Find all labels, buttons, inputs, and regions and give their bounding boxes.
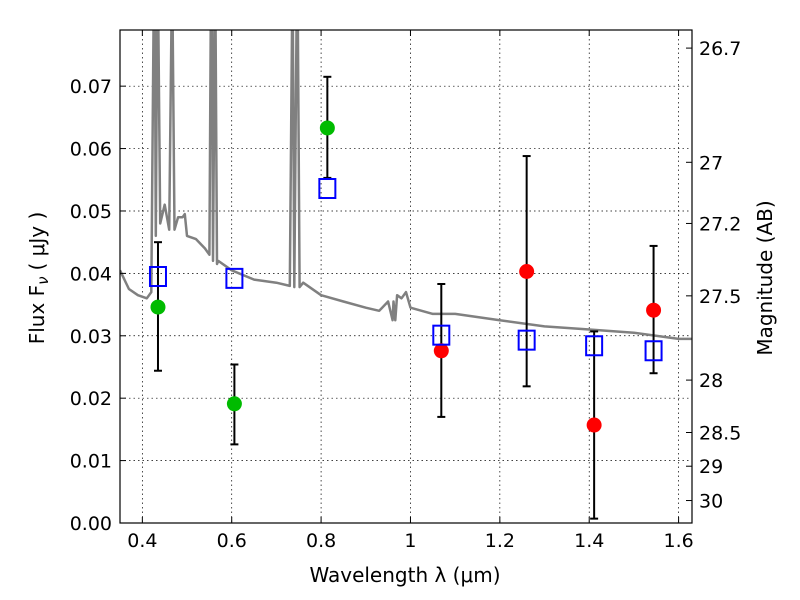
right-tick-label: 28 (699, 370, 723, 392)
circle-marker (586, 417, 602, 433)
y-tick-label: 0.05 (70, 201, 112, 223)
circle-marker (433, 343, 449, 359)
x-tick-label: 0.6 (217, 530, 247, 552)
square-marker (432, 324, 451, 346)
circle-marker (519, 264, 535, 280)
x-tick-label: 0.8 (306, 530, 336, 552)
y-tick-label: 0.07 (70, 76, 112, 98)
plot-area (120, 30, 692, 520)
y-tick-label: 0.04 (70, 263, 112, 285)
right-tick-label: 30 (699, 491, 723, 513)
x-tick-label: 1.6 (663, 530, 693, 552)
circle-marker (646, 302, 662, 318)
plot-frame (119, 29, 693, 524)
right-axis-ticks: 26.7 27 27.2 27.5 28 28.5 29 30 (686, 38, 741, 513)
square-marker (148, 266, 167, 287)
square-marker (585, 335, 604, 357)
square-marker (644, 340, 663, 362)
right-tick-label: 27.2 (699, 213, 741, 235)
circle-marker (226, 396, 242, 412)
y-tick-label: 0.03 (70, 326, 112, 348)
y-axis-title: Flux Fν ( μJy ) (25, 212, 52, 345)
y-tick-label: 0.06 (70, 139, 112, 161)
right-tick-label: 27.5 (699, 286, 741, 308)
gridlines (120, 30, 692, 524)
y-tick-label: 0.01 (70, 451, 112, 473)
y-axis-ticks: 0.00 0.01 0.02 0.03 0.04 0.05 0.06 0.07 (70, 76, 126, 535)
data-markers (148, 120, 663, 433)
square-marker (517, 329, 536, 351)
plot-border (119, 29, 693, 524)
x-tick-label: 0.4 (127, 530, 157, 552)
circle-marker (150, 299, 166, 315)
right-tick-label: 27 (699, 152, 723, 174)
x-tick-label: 1.4 (574, 530, 604, 552)
y-tick-label: 0.00 (70, 513, 112, 535)
right-axis-title: Magnitude (AB) (753, 200, 777, 355)
square-marker (225, 267, 244, 289)
y-axis-title-unit: ( μJy ) (25, 212, 49, 271)
right-tick-label: 29 (699, 456, 723, 478)
y-axis-title-main: Flux F (25, 285, 49, 344)
x-axis-ticks: 0.4 0.6 0.8 1 1.2 1.4 1.6 (127, 30, 694, 552)
square-marker (318, 178, 337, 200)
x-axis-title: Wavelength λ (μm) (309, 563, 500, 587)
x-tick-label: 1 (404, 530, 416, 552)
x-tick-label: 1.2 (485, 530, 515, 552)
right-tick-label: 26.7 (699, 38, 741, 60)
model-spectrum-line (120, 30, 692, 341)
y-tick-label: 0.02 (70, 388, 112, 410)
circle-marker (319, 120, 335, 136)
error-bars (153, 75, 658, 520)
right-tick-label: 28.5 (699, 423, 741, 445)
y-axis-title-subscript: ν (34, 276, 52, 284)
